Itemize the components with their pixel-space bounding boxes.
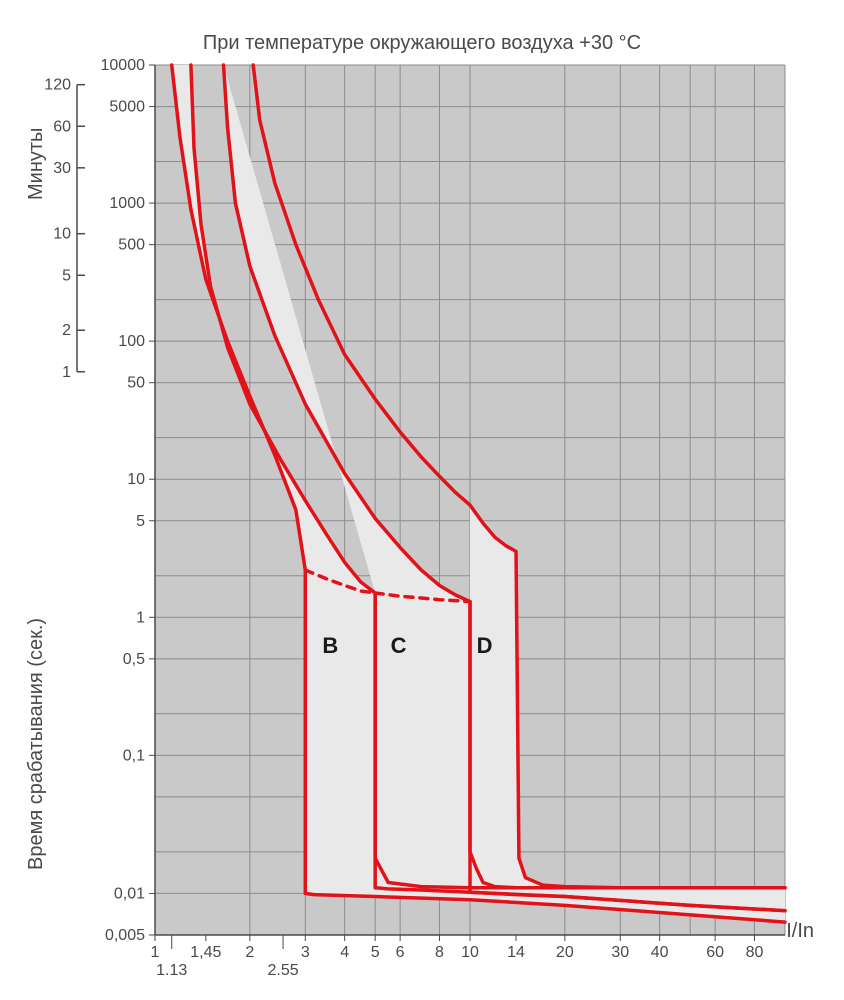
y-tick: 1000 bbox=[109, 195, 145, 212]
x-tick: 8 bbox=[435, 944, 444, 961]
y-tick: 500 bbox=[118, 237, 145, 254]
y-tick: 5 bbox=[136, 513, 145, 530]
y-tick: 5000 bbox=[109, 99, 145, 116]
y-tick: 0,005 bbox=[105, 927, 145, 944]
x-tick: 20 bbox=[556, 944, 574, 961]
minute-tick: 120 bbox=[44, 77, 71, 94]
x-tick: 5 bbox=[371, 944, 380, 961]
curve-label-C: C bbox=[391, 633, 407, 658]
page: { "chart": { "type": "log-log-trip-curve… bbox=[0, 0, 844, 1000]
trip-curve-chart: BCD11,45234568101420304060801.132.550,00… bbox=[0, 0, 844, 1000]
x-tick-secondary: 2.55 bbox=[267, 962, 298, 979]
y-tick: 10 bbox=[127, 471, 145, 488]
minute-tick: 2 bbox=[62, 322, 71, 339]
x-tick: 3 bbox=[301, 944, 310, 961]
x-tick: 14 bbox=[507, 944, 525, 961]
x-tick: 1,45 bbox=[190, 944, 221, 961]
x-tick: 80 bbox=[746, 944, 764, 961]
y-tick: 0,1 bbox=[123, 747, 145, 764]
minute-tick: 60 bbox=[53, 118, 71, 135]
x-tick: 10 bbox=[461, 944, 479, 961]
y-tick: 50 bbox=[127, 375, 145, 392]
x-tick-secondary: 1.13 bbox=[156, 962, 187, 979]
x-tick: 60 bbox=[706, 944, 724, 961]
minute-tick: 5 bbox=[62, 267, 71, 284]
y-tick: 0,5 bbox=[123, 651, 145, 668]
curve-label-B: B bbox=[322, 633, 338, 658]
x-tick: 30 bbox=[611, 944, 629, 961]
x-tick: 6 bbox=[396, 944, 405, 961]
y-tick: 0,01 bbox=[114, 885, 145, 902]
curve-label-D: D bbox=[477, 633, 493, 658]
x-tick: 40 bbox=[651, 944, 669, 961]
x-tick: 1 bbox=[151, 944, 160, 961]
y-tick: 100 bbox=[118, 333, 145, 350]
minute-tick: 10 bbox=[53, 226, 71, 243]
y-tick: 10000 bbox=[101, 57, 146, 74]
minute-tick: 1 bbox=[62, 364, 71, 381]
minute-tick: 30 bbox=[53, 160, 71, 177]
x-tick: 4 bbox=[340, 944, 349, 961]
y-tick: 1 bbox=[136, 609, 145, 626]
x-tick: 2 bbox=[245, 944, 254, 961]
